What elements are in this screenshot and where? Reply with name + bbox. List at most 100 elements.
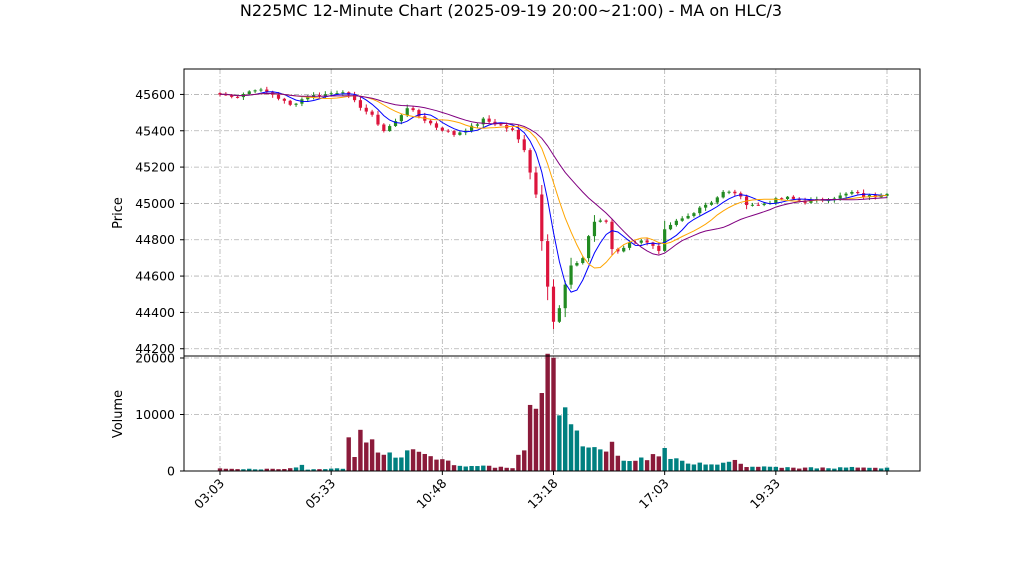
- candle-body: [721, 191, 725, 198]
- chart-title: N225MC 12-Minute Chart (2025-09-19 20:00…: [240, 1, 782, 20]
- candle-body: [791, 196, 795, 199]
- volume-bar: [533, 408, 539, 471]
- volume-bar: [293, 467, 299, 471]
- candle-body: [686, 215, 690, 219]
- volume-tick-label: 0: [167, 464, 175, 479]
- volume-bar: [563, 407, 568, 471]
- volume-bar: [855, 467, 860, 471]
- candle-body: [364, 107, 368, 112]
- volume-bar: [633, 460, 638, 471]
- volume-bar: [422, 453, 427, 471]
- candle-body: [540, 194, 544, 242]
- volume-bar: [457, 465, 463, 471]
- volume-bar: [785, 467, 790, 471]
- candle-body: [797, 198, 801, 201]
- volume-bar: [358, 429, 363, 471]
- candle-body: [867, 195, 872, 198]
- candle-body: [674, 220, 678, 225]
- ma-10-line: [219, 92, 888, 269]
- x-tick-label: 03:03: [191, 476, 227, 512]
- price-ylabel: Price: [111, 197, 126, 229]
- volume-bar: [720, 462, 726, 471]
- price-tick-label: 44600: [135, 269, 175, 284]
- candle-body: [616, 249, 620, 252]
- volume-bar: [797, 468, 802, 471]
- candle-body: [399, 115, 403, 122]
- volume-bar: [832, 468, 837, 471]
- candle-body: [411, 108, 415, 111]
- volume-bar: [428, 456, 433, 471]
- price-y-ticks: 44200 44400 44600 44800 45000 45200 45400 45600: [135, 87, 184, 356]
- volume-bar: [621, 460, 626, 471]
- candle-body: [756, 204, 760, 206]
- moving-averages: [219, 91, 888, 293]
- volume-bar: [258, 469, 264, 471]
- volume-bars: [217, 353, 890, 471]
- candle-body: [358, 100, 363, 108]
- volume-bar: [814, 468, 819, 471]
- price-tick-label: 45400: [135, 123, 175, 138]
- volume-bar: [568, 424, 574, 471]
- candle-body: [856, 191, 860, 194]
- volume-bar: [551, 357, 556, 471]
- volume-bar: [761, 466, 767, 471]
- volume-bar: [387, 452, 392, 471]
- candle-body: [598, 220, 602, 222]
- candle-body: [382, 124, 386, 132]
- candle-body: [879, 195, 883, 198]
- volume-bar: [668, 458, 673, 471]
- x-tick-label: 10:48: [413, 475, 449, 511]
- volume-bar: [732, 459, 738, 471]
- candle-body: [762, 203, 766, 205]
- volume-bar: [680, 460, 685, 471]
- candle-body: [288, 100, 292, 105]
- candle-body: [557, 308, 561, 322]
- candle-body: [592, 221, 597, 237]
- candle-body: [434, 123, 439, 128]
- volume-bar: [861, 467, 866, 471]
- volume-ylabel: Volume: [111, 390, 126, 438]
- volume-bar: [510, 468, 515, 471]
- volume-bar: [691, 464, 697, 471]
- volume-bar: [873, 467, 878, 471]
- volume-bar: [369, 439, 375, 471]
- volume-bar: [878, 468, 884, 471]
- candle-body: [663, 229, 667, 251]
- candle-body: [569, 265, 573, 285]
- candle-body: [224, 94, 228, 96]
- volume-bar: [393, 457, 398, 471]
- volume-bar: [715, 464, 720, 471]
- candle-body: [218, 93, 222, 95]
- volume-bar: [820, 467, 825, 471]
- volume-bar: [802, 467, 808, 471]
- candle-body: [534, 172, 538, 195]
- candle-body: [510, 128, 515, 130]
- volume-bar: [791, 467, 796, 471]
- candle-body: [727, 191, 731, 193]
- candle-body: [610, 221, 614, 250]
- candle-body: [259, 89, 263, 91]
- candle-body: [780, 198, 784, 200]
- volume-bar: [434, 459, 439, 471]
- candle-body: [627, 242, 632, 248]
- volume-bar: [445, 460, 451, 471]
- candle-body: [481, 118, 485, 125]
- candle-body: [376, 114, 380, 125]
- volume-bar: [603, 451, 609, 471]
- candle-body: [692, 213, 696, 216]
- volume-bar: [808, 467, 814, 471]
- volume-bar: [709, 464, 714, 471]
- volume-bar: [486, 465, 492, 471]
- volume-bar: [375, 452, 381, 471]
- volume-bar: [475, 466, 480, 471]
- candle-body: [844, 193, 848, 196]
- ma-20-line: [219, 92, 888, 256]
- candle-body: [750, 204, 755, 206]
- volume-bar: [317, 469, 322, 471]
- volume-bar: [323, 469, 328, 471]
- candle-body: [704, 204, 708, 208]
- candle-body: [440, 127, 444, 131]
- volume-bar: [364, 442, 369, 471]
- candle-body: [230, 94, 234, 97]
- candle-body: [575, 263, 579, 266]
